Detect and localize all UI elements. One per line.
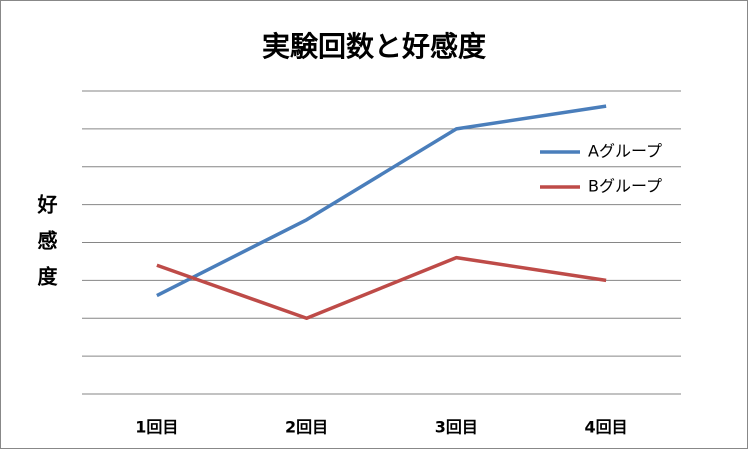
x-tick-label: 2回目 <box>285 418 328 437</box>
legend-label: Aグループ <box>588 142 662 161</box>
series-line <box>156 255 607 320</box>
x-tick-label: 3回目 <box>435 418 478 437</box>
legend-label: Bグループ <box>588 177 662 196</box>
x-tick-label: 1回目 <box>135 418 178 437</box>
chart-title: 実験回数と好感度 <box>262 30 486 63</box>
x-tick-label: 4回目 <box>585 418 628 437</box>
y-axis-label: 好感度 <box>34 194 58 302</box>
series-line <box>156 104 607 298</box>
